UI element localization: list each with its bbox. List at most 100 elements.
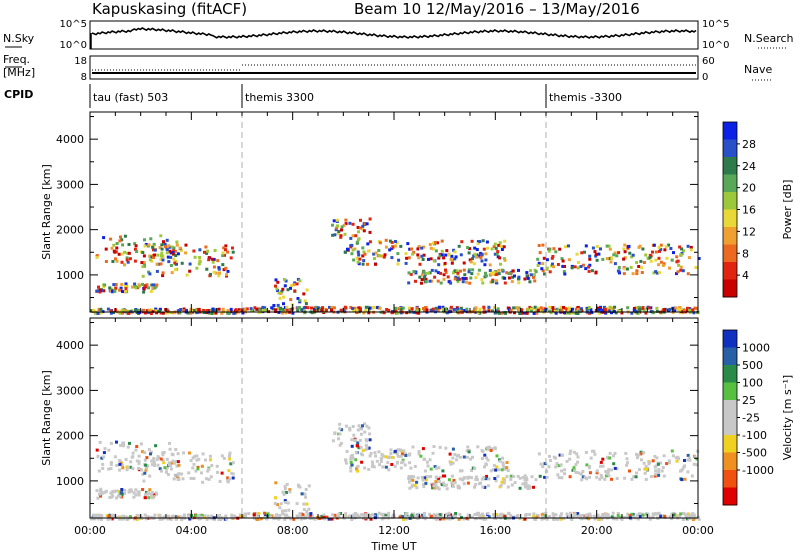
echo-cell [412, 512, 416, 516]
echo-cell [194, 469, 198, 473]
echo-cell [201, 452, 205, 456]
colorbar-swatch [723, 262, 737, 280]
echo-cell [360, 460, 364, 464]
echo-cell [424, 475, 428, 479]
echo-cell [529, 273, 533, 277]
echo-cell [350, 243, 354, 247]
echo-cell [404, 517, 408, 521]
echo-cell [436, 486, 440, 489]
echo-cell [189, 311, 193, 315]
echo-cell [538, 251, 542, 255]
echo-cell [113, 289, 117, 293]
echo-cell [361, 424, 364, 428]
echo-cell [168, 447, 172, 451]
echo-cell [537, 452, 541, 456]
echo-cell [159, 457, 163, 461]
echo-cell [367, 467, 371, 471]
echo-cell [349, 460, 353, 464]
echo-cell [368, 438, 372, 442]
echo-cell [435, 241, 439, 245]
echo-cell [95, 448, 99, 452]
echo-cell [382, 311, 386, 315]
colorbar-swatch [723, 209, 737, 228]
echo-cell [298, 279, 302, 283]
echo-cell [299, 517, 303, 521]
echo-cell [280, 290, 284, 294]
echo-cell [189, 459, 193, 463]
echo-cell [499, 245, 503, 248]
echo-cell [399, 454, 403, 458]
echo-cell [492, 271, 496, 274]
echo-cell [256, 517, 259, 521]
echo-cell [469, 457, 473, 461]
echo-cell [473, 517, 477, 521]
echo-cell [279, 502, 283, 506]
echo-cell [278, 308, 282, 312]
echo-cell [649, 259, 653, 263]
echo-cell [220, 311, 224, 315]
echo-cell [558, 247, 562, 251]
echo-cell [441, 307, 445, 311]
echo-cell [497, 272, 501, 276]
echo-cell [109, 441, 113, 445]
echo-cell [517, 275, 521, 279]
echo-cell [362, 229, 366, 233]
echo-cell [456, 276, 460, 280]
echo-cell [638, 307, 642, 311]
echo-cell [534, 270, 538, 274]
echo-cell [484, 477, 488, 481]
echo-cell [366, 515, 370, 519]
echo-cell [440, 253, 444, 257]
echo-cell [399, 466, 403, 470]
echo-cell [607, 244, 611, 248]
echo-cell [330, 308, 333, 312]
echo-cell [122, 515, 125, 519]
echo-cell [457, 275, 460, 279]
echo-cell [103, 447, 107, 451]
echo-cell [296, 309, 300, 313]
echo-cell [166, 309, 170, 313]
echo-cell [624, 451, 628, 455]
echo-cell [424, 280, 428, 284]
echo-cell [96, 454, 100, 458]
echo-cell [143, 513, 147, 517]
echo-cell [177, 463, 181, 467]
echo-cell [494, 513, 498, 516]
echo-cell [612, 253, 616, 257]
echo-cell [432, 259, 436, 263]
echo-cell [356, 464, 360, 468]
echo-cell [133, 247, 137, 251]
echo-cell [283, 487, 287, 491]
echo-cell [228, 451, 232, 455]
echo-cell [536, 306, 540, 310]
echo-cell [142, 479, 146, 483]
echo-cell [675, 255, 679, 259]
echo-cell [402, 517, 405, 521]
echo-cell [367, 311, 371, 315]
echo-cell [120, 238, 124, 242]
echo-cell [212, 265, 216, 269]
echo-cell [288, 488, 292, 492]
echo-cell [455, 269, 459, 273]
echo-cell [303, 515, 307, 519]
echo-cell [107, 448, 111, 452]
echo-cell [487, 515, 491, 519]
echo-cell [159, 257, 163, 261]
echo-cell [541, 465, 545, 469]
echo-cell [125, 468, 129, 472]
echo-cell [498, 241, 502, 245]
echo-cell [368, 240, 372, 244]
echo-cell [247, 512, 251, 516]
x-tick-label: 16:00 [479, 524, 511, 537]
colorbar-tick-label: 4 [742, 269, 749, 282]
echo-cell [525, 311, 529, 315]
echo-cell [475, 248, 479, 251]
echo-cell [635, 269, 639, 273]
echo-cell [502, 481, 506, 485]
echo-cell [110, 517, 114, 521]
echo-cell [117, 459, 121, 463]
echo-cell [120, 252, 124, 256]
echo-cell [368, 454, 372, 458]
echo-cell [683, 477, 687, 481]
echo-cell [401, 460, 405, 464]
